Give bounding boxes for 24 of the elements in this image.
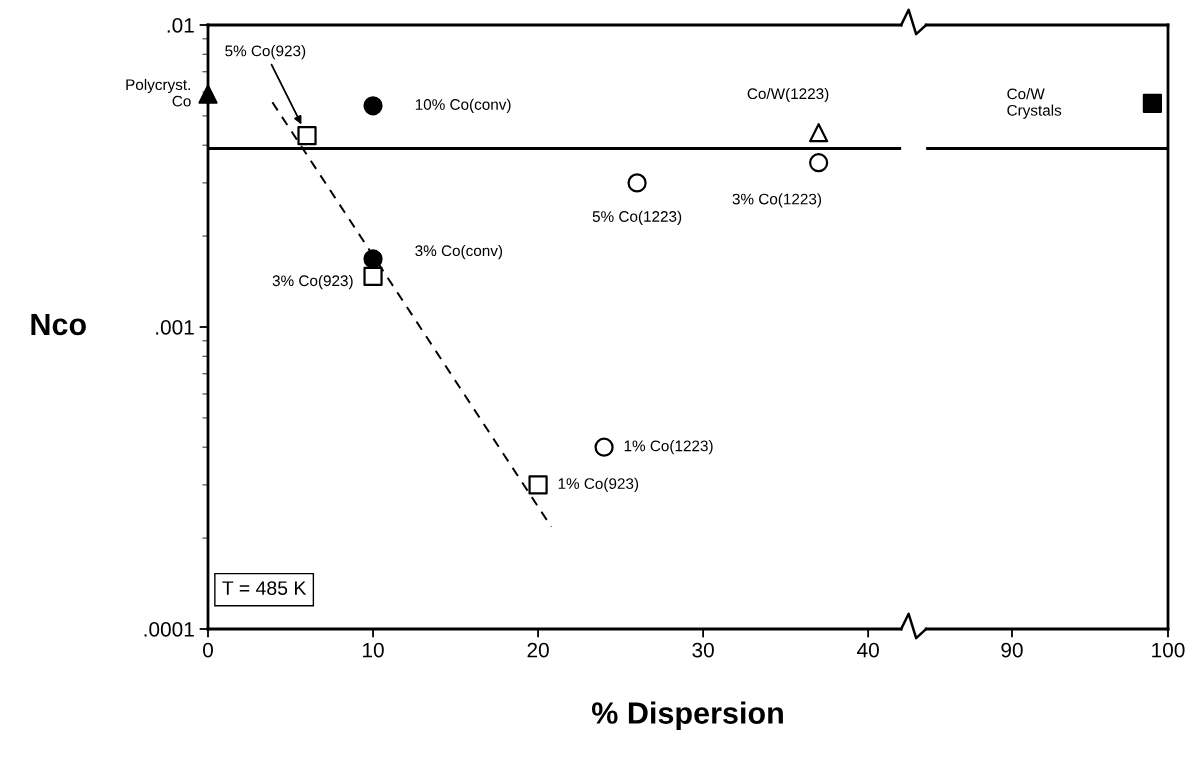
text: 5% Co(923) bbox=[225, 45, 306, 60]
text: Co/W Crystals bbox=[1007, 88, 1062, 119]
x-tick-label: 0 bbox=[203, 642, 213, 658]
x-tick-label: 40 bbox=[857, 642, 879, 658]
y-tick-label: .0001 bbox=[144, 622, 194, 637]
text: 10% Co(conv) bbox=[415, 98, 511, 113]
y-tick-label: .001 bbox=[156, 320, 194, 335]
series-label: 1% Co(1223) bbox=[624, 440, 713, 455]
text: 3% Co(conv) bbox=[415, 244, 503, 260]
y-axis-title: Nco bbox=[31, 313, 86, 336]
series-label: 3% Co(1223) bbox=[732, 193, 822, 208]
x-tick-label: 30 bbox=[692, 642, 714, 658]
y-tick-label: .01 bbox=[167, 18, 194, 33]
series-label: 1% Co(923) bbox=[558, 477, 639, 493]
x-axis-title: % Dispersion bbox=[591, 701, 783, 730]
x-tick-label: 10 bbox=[363, 642, 384, 658]
series-label: Co/W(1223) bbox=[747, 87, 829, 103]
x-tick-label: 100 bbox=[1152, 642, 1185, 658]
x-tick-label: 20 bbox=[527, 642, 549, 658]
series-label: Polycryst. Co bbox=[126, 78, 191, 107]
annotation: T = 485 K bbox=[222, 581, 307, 595]
series-label: 5% Co(1223) bbox=[592, 210, 682, 225]
series-label: 3% Co(923) bbox=[272, 274, 353, 290]
x-tick-label: 90 bbox=[1001, 642, 1023, 658]
